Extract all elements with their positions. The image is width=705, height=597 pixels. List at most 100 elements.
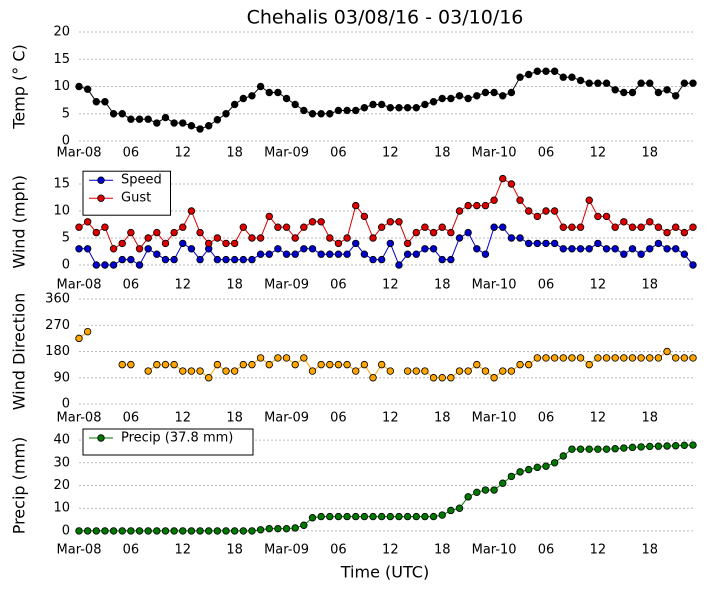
- data-point: [326, 360, 334, 369]
- data-point: [464, 367, 472, 375]
- data-point: [602, 212, 611, 221]
- data-point: [282, 223, 291, 231]
- data-point: [317, 218, 325, 226]
- data-point: [291, 360, 299, 369]
- data-point: [585, 245, 593, 253]
- x-tick-label: 06: [538, 146, 555, 161]
- data-point: [568, 73, 576, 81]
- data-point: [118, 239, 126, 248]
- chart-title: Chehalis 03/08/16 - 03/10/16: [247, 7, 524, 29]
- data-point: [196, 527, 204, 535]
- data-point: [83, 527, 92, 535]
- data-point: [395, 104, 403, 112]
- y-tick-label: 90: [53, 370, 70, 385]
- data-point: [455, 92, 464, 100]
- data-point: [369, 512, 377, 521]
- data-point: [403, 367, 412, 375]
- data-point: [248, 234, 256, 242]
- data-point: [308, 514, 317, 522]
- data-point: [248, 527, 256, 535]
- data-point: [455, 504, 464, 512]
- data-point: [490, 486, 498, 494]
- x-tick-label: 12: [382, 146, 399, 161]
- x-tick-label: 18: [226, 543, 243, 558]
- data-point: [144, 245, 152, 253]
- data-point: [135, 245, 144, 253]
- series-line: [79, 444, 694, 532]
- data-point: [360, 212, 369, 221]
- data-point: [352, 239, 360, 248]
- data-point: [135, 527, 144, 535]
- data-point: [663, 245, 671, 253]
- data-point: [524, 207, 533, 215]
- data-point: [447, 506, 455, 515]
- data-point: [438, 94, 446, 103]
- data-point: [386, 367, 395, 375]
- data-point: [663, 442, 671, 450]
- x-tick-label: 06: [538, 543, 555, 558]
- data-point: [386, 218, 395, 226]
- data-point: [213, 234, 222, 242]
- data-point: [222, 255, 230, 264]
- data-point: [369, 374, 377, 382]
- legend-marker: [97, 434, 105, 442]
- data-point: [282, 250, 291, 258]
- data-point: [637, 354, 645, 362]
- data-point: [179, 119, 187, 127]
- x-tick-label: Mar-10: [472, 278, 517, 293]
- data-point: [421, 223, 429, 231]
- data-point: [377, 255, 386, 264]
- x-tick-label: 12: [382, 278, 399, 293]
- data-point: [179, 223, 187, 231]
- data-point: [550, 207, 559, 215]
- data-point: [507, 367, 516, 375]
- data-point: [300, 521, 308, 529]
- data-point: [161, 527, 170, 535]
- data-point: [308, 218, 317, 226]
- data-point: [680, 441, 689, 450]
- legend: [82, 428, 254, 456]
- data-point: [135, 115, 144, 123]
- data-point: [481, 88, 490, 97]
- data-point: [213, 527, 222, 535]
- data-point: [101, 98, 109, 106]
- data-point: [326, 110, 334, 118]
- data-point: [473, 360, 481, 369]
- data-point: [343, 512, 351, 521]
- data-point: [524, 239, 533, 248]
- data-point: [499, 223, 507, 231]
- data-point: [403, 512, 412, 521]
- data-point: [222, 367, 230, 375]
- data-point: [213, 360, 222, 369]
- x-tick-label: 06: [330, 411, 347, 426]
- data-point: [576, 223, 585, 231]
- data-point: [559, 452, 567, 460]
- data-point: [205, 374, 213, 382]
- y-tick-label: 10: [53, 79, 70, 94]
- data-point: [421, 100, 429, 109]
- x-tick-label: Mar-09: [264, 411, 309, 426]
- data-point: [369, 255, 377, 264]
- data-point: [637, 250, 645, 258]
- data-point: [187, 207, 196, 215]
- data-point: [144, 234, 152, 242]
- data-point: [377, 223, 386, 231]
- data-point: [317, 110, 325, 118]
- data-point: [490, 223, 498, 231]
- data-point: [274, 524, 282, 533]
- data-point: [170, 119, 178, 127]
- data-point: [559, 245, 567, 253]
- data-point: [680, 79, 689, 87]
- data-point: [118, 110, 126, 118]
- x-tick-label: 12: [382, 411, 399, 426]
- data-point: [533, 67, 542, 75]
- x-tick-label: 06: [123, 411, 140, 426]
- data-point: [611, 354, 619, 362]
- data-point: [239, 255, 248, 264]
- data-point: [144, 527, 152, 535]
- data-point: [473, 245, 481, 253]
- data-point: [438, 255, 446, 264]
- legend-label: Precip (37.8 mm): [121, 431, 233, 446]
- data-point: [179, 527, 187, 535]
- data-point: [187, 122, 196, 130]
